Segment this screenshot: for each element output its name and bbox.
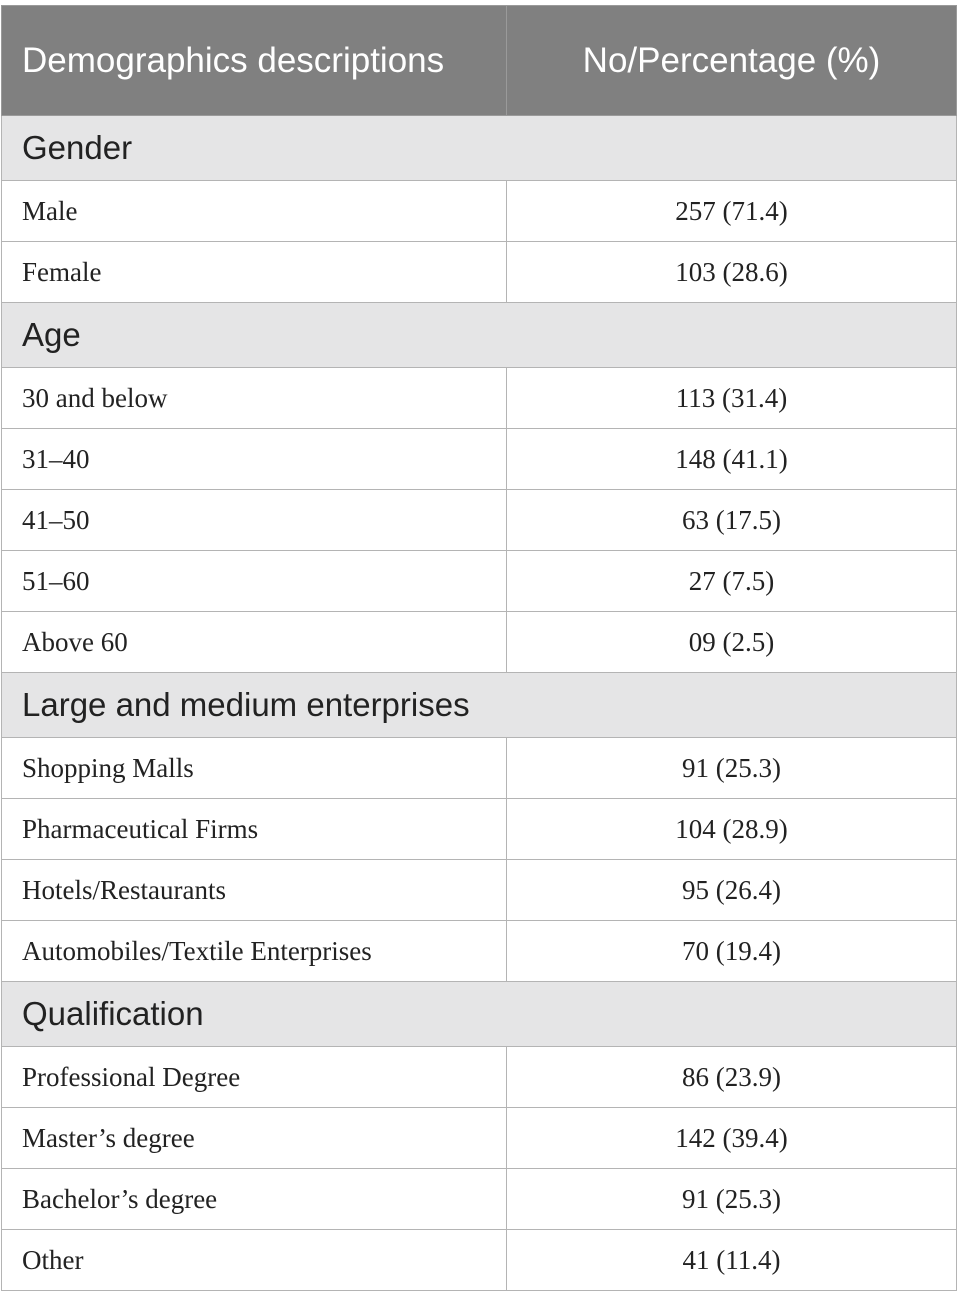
row-value: 70 (19.4) <box>506 920 957 982</box>
row-value: 91 (25.3) <box>506 737 957 799</box>
header-row: Demographics descriptions No/Percentage … <box>1 5 957 116</box>
row-label: Bachelor’s degree <box>1 1168 507 1230</box>
table-row: Other 41 (11.4) <box>1 1229 957 1291</box>
row-label: 31–40 <box>1 428 507 490</box>
table-row: Automobiles/Textile Enterprises 70 (19.4… <box>1 920 957 982</box>
row-value: 09 (2.5) <box>506 611 957 673</box>
row-label: 30 and below <box>1 367 507 429</box>
row-label: Hotels/Restaurants <box>1 859 507 921</box>
table-row: 51–60 27 (7.5) <box>1 550 957 612</box>
table-row: Female 103 (28.6) <box>1 241 957 303</box>
row-label: Pharmaceutical Firms <box>1 798 507 860</box>
row-value: 103 (28.6) <box>506 241 957 303</box>
row-label: Female <box>1 241 507 303</box>
table-row: Above 60 09 (2.5) <box>1 611 957 673</box>
row-label: 51–60 <box>1 550 507 612</box>
table-row: Bachelor’s degree 91 (25.3) <box>1 1168 957 1230</box>
section-row-qualification: Qualification <box>1 981 957 1047</box>
row-label: Other <box>1 1229 507 1291</box>
row-value: 63 (17.5) <box>506 489 957 551</box>
row-label: Professional Degree <box>1 1046 507 1108</box>
column-header-demographics: Demographics descriptions <box>1 5 507 116</box>
row-value: 91 (25.3) <box>506 1168 957 1230</box>
table-header: Demographics descriptions No/Percentage … <box>1 5 957 116</box>
row-value: 41 (11.4) <box>506 1229 957 1291</box>
table-body: Gender Male 257 (71.4) Female 103 (28.6)… <box>1 115 957 1291</box>
row-value: 27 (7.5) <box>506 550 957 612</box>
column-header-percentage: No/Percentage (%) <box>506 5 957 116</box>
table-row: Male 257 (71.4) <box>1 180 957 242</box>
table-row: Professional Degree 86 (23.9) <box>1 1046 957 1108</box>
section-title: Qualification <box>1 981 957 1047</box>
section-title: Age <box>1 302 957 368</box>
table-row: Hotels/Restaurants 95 (26.4) <box>1 859 957 921</box>
demographics-table: Demographics descriptions No/Percentage … <box>1 5 957 1291</box>
row-value: 86 (23.9) <box>506 1046 957 1108</box>
table-row: 31–40 148 (41.1) <box>1 428 957 490</box>
section-row-enterprises: Large and medium enterprises <box>1 672 957 738</box>
row-label: Male <box>1 180 507 242</box>
row-label: 41–50 <box>1 489 507 551</box>
section-row-age: Age <box>1 302 957 368</box>
row-value: 113 (31.4) <box>506 367 957 429</box>
row-label: Automobiles/Textile Enterprises <box>1 920 507 982</box>
row-label: Master’s degree <box>1 1107 507 1169</box>
section-title: Large and medium enterprises <box>1 672 957 738</box>
table-row: 41–50 63 (17.5) <box>1 489 957 551</box>
row-value: 148 (41.1) <box>506 428 957 490</box>
row-value: 95 (26.4) <box>506 859 957 921</box>
section-row-gender: Gender <box>1 115 957 181</box>
row-value: 104 (28.9) <box>506 798 957 860</box>
table-row: Pharmaceutical Firms 104 (28.9) <box>1 798 957 860</box>
section-title: Gender <box>1 115 957 181</box>
table-row: Master’s degree 142 (39.4) <box>1 1107 957 1169</box>
row-value: 257 (71.4) <box>506 180 957 242</box>
row-value: 142 (39.4) <box>506 1107 957 1169</box>
row-label: Above 60 <box>1 611 507 673</box>
row-label: Shopping Malls <box>1 737 507 799</box>
table-row: Shopping Malls 91 (25.3) <box>1 737 957 799</box>
table-row: 30 and below 113 (31.4) <box>1 367 957 429</box>
